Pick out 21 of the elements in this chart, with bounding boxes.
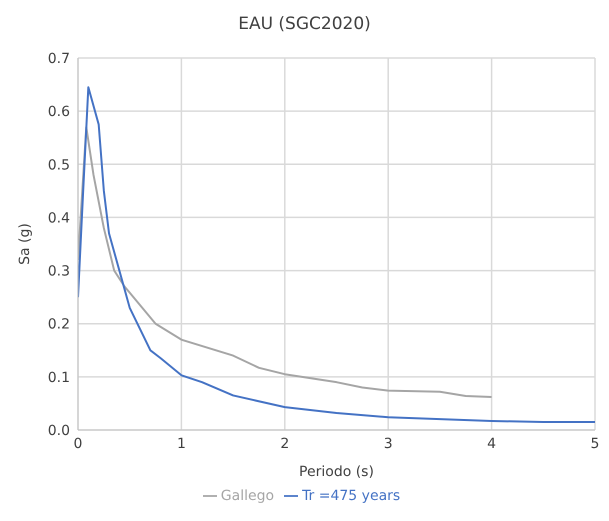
y-tick-label: 0.0 [48, 422, 70, 439]
y-tick-label: 0.7 [48, 50, 70, 67]
y-tick-label: 0.1 [48, 370, 70, 386]
y-axis-title: Sa (g) [16, 223, 33, 265]
x-tick-label: 4 [487, 436, 496, 452]
y-tick-label: 0.6 [48, 104, 70, 120]
legend-label: Gallego [220, 488, 274, 504]
x-tick-label: 0 [74, 436, 82, 452]
chart-title: EAU (SGC2020) [237, 13, 372, 36]
line-series [78, 126, 493, 398]
y-tick-label: 0.3 [48, 264, 70, 280]
y-tick-label: 0.2 [48, 316, 70, 333]
x-tick-label: 1 [176, 436, 186, 452]
x-axis-title: Periodo (s) [299, 464, 374, 480]
line-series [78, 86, 595, 424]
y-tick-label: 0.4 [48, 210, 70, 226]
x-tick-label: 5 [590, 436, 600, 452]
y-tick-label: 0.5 [48, 157, 70, 174]
x-tick-label: 3 [384, 436, 393, 452]
legend-label: Tr =475 years [302, 488, 400, 504]
x-tick-label: 2 [280, 436, 290, 452]
